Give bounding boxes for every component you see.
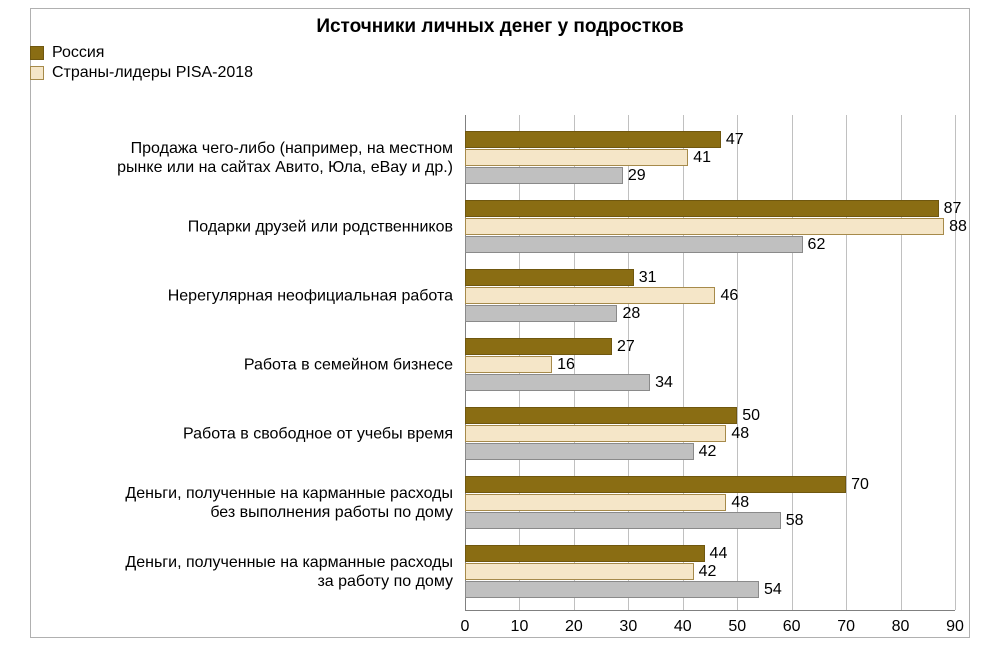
bar: 48: [465, 425, 726, 442]
x-tick-label: 10: [511, 618, 529, 636]
bar-value-label: 54: [764, 581, 782, 599]
bar-value-label: 62: [808, 236, 826, 254]
category-label: Деньги, полученные на карманные расходы …: [38, 483, 453, 521]
category-label: Работа в свободное от учебы время: [38, 424, 453, 443]
bar-value-label: 41: [693, 149, 711, 167]
x-tick-label: 80: [892, 618, 910, 636]
bar-value-label: 88: [949, 218, 967, 236]
bar-value-label: 48: [731, 425, 749, 443]
bar: 46: [465, 287, 715, 304]
bar: 31: [465, 269, 634, 286]
x-tick-label: 0: [461, 618, 470, 636]
gridline: [955, 115, 956, 610]
legend: Россия Страны-лидеры PISA-2018: [30, 44, 970, 84]
gridline: [846, 115, 847, 610]
bar-value-label: 48: [731, 494, 749, 512]
bar-value-label: 58: [786, 512, 804, 530]
bar: 27: [465, 338, 612, 355]
gridline: [628, 115, 629, 610]
bar: 62: [465, 236, 803, 253]
bar: 34: [465, 374, 650, 391]
bar: 88: [465, 218, 944, 235]
bar-value-label: 44: [710, 545, 728, 563]
category-label: Работа в семейном бизнесе: [38, 355, 453, 374]
category-label: Нерегулярная неофициальная работа: [38, 286, 453, 305]
x-tick-label: 60: [783, 618, 801, 636]
x-tick-label: 50: [728, 618, 746, 636]
bar: 50: [465, 407, 737, 424]
bar-value-label: 31: [639, 269, 657, 287]
bar-value-label: 29: [628, 167, 646, 185]
category-label: Подарки друзей или родственников: [38, 217, 453, 236]
legend-swatch-russia: [30, 46, 44, 60]
category-label: Продажа чего-либо (например, на местном …: [38, 138, 453, 176]
bar-value-label: 42: [699, 443, 717, 461]
bar: 70: [465, 476, 846, 493]
gridline: [901, 115, 902, 610]
category-label: Деньги, полученные на карманные расходы …: [38, 552, 453, 590]
x-tick-label: 30: [619, 618, 637, 636]
bar-value-label: 87: [944, 200, 962, 218]
bar-value-label: 34: [655, 374, 673, 392]
x-tick-label: 40: [674, 618, 692, 636]
bar: 44: [465, 545, 705, 562]
bar: 54: [465, 581, 759, 598]
legend-label-pisa: Страны-лидеры PISA-2018: [52, 64, 253, 82]
bar-value-label: 27: [617, 338, 635, 356]
gridline: [737, 115, 738, 610]
bar-value-label: 50: [742, 407, 760, 425]
x-axis: [465, 610, 955, 611]
bar-value-label: 46: [720, 287, 738, 305]
x-tick-label: 90: [946, 618, 964, 636]
bar: 48: [465, 494, 726, 511]
x-tick-label: 20: [565, 618, 583, 636]
chart-title: Источники личных денег у подростков: [30, 16, 970, 38]
bar: 58: [465, 512, 781, 529]
legend-item-pisa: Страны-лидеры PISA-2018: [30, 64, 253, 82]
plot-area: 0102030405060708090Продажа чего-либо (на…: [465, 115, 955, 610]
bar: 87: [465, 200, 939, 217]
bar-value-label: 70: [851, 476, 869, 494]
gridline: [683, 115, 684, 610]
bar: 29: [465, 167, 623, 184]
bar: 41: [465, 149, 688, 166]
bar: 42: [465, 443, 694, 460]
x-tick-label: 70: [837, 618, 855, 636]
bar: 47: [465, 131, 721, 148]
legend-item-russia: Россия: [30, 44, 104, 62]
legend-swatch-pisa: [30, 66, 44, 80]
gridline: [792, 115, 793, 610]
bar: 28: [465, 305, 617, 322]
bar-value-label: 42: [699, 563, 717, 581]
bar: 42: [465, 563, 694, 580]
legend-label-russia: Россия: [52, 44, 104, 62]
bar-value-label: 16: [557, 356, 575, 374]
bar-value-label: 47: [726, 131, 744, 149]
bar-value-label: 28: [622, 305, 640, 323]
bar: 16: [465, 356, 552, 373]
